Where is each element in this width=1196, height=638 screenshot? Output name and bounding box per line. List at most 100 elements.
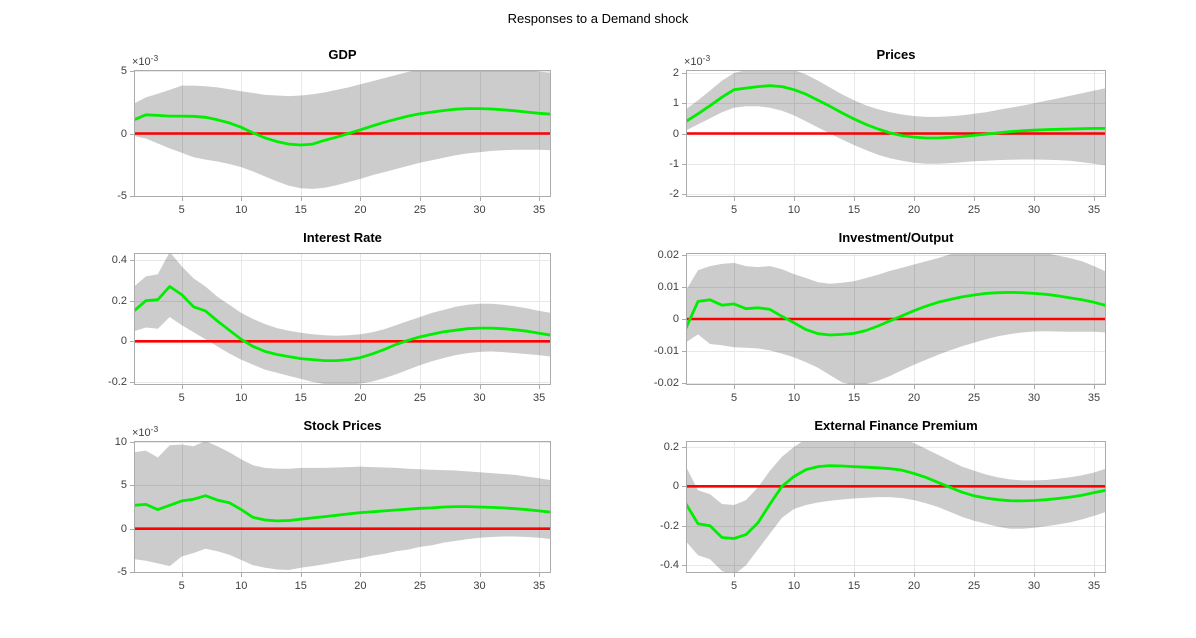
- axis-box: [134, 70, 551, 197]
- x-tick-label: 25: [967, 580, 981, 592]
- y-tick-label: 2: [672, 67, 679, 80]
- y-tick-label: -0.02: [653, 377, 679, 390]
- y-axis-exponent-label-prices: ×10-3: [684, 50, 711, 68]
- x-tick-label: 35: [532, 392, 546, 404]
- x-tick-label: 25: [413, 204, 427, 216]
- tick-marks: [130, 260, 540, 389]
- axis-box: [686, 253, 1106, 385]
- x-tick-label: 35: [1087, 204, 1101, 216]
- x-tick-label: 20: [907, 580, 921, 592]
- x-tick-label: 10: [787, 580, 801, 592]
- x-tick-label: 15: [294, 392, 307, 404]
- exponent-power: -3: [702, 53, 711, 63]
- y-tick-label: 0.4: [111, 254, 127, 267]
- y-tick-label: 0: [672, 480, 679, 493]
- confidence-band: [134, 70, 551, 189]
- x-tick-label: 15: [294, 204, 307, 216]
- axis-box: [686, 441, 1106, 573]
- x-tick-label: 20: [354, 204, 367, 216]
- y-tick-label: -0.4: [660, 559, 679, 572]
- gridlines: [686, 253, 1106, 385]
- x-tick-label: 5: [730, 392, 738, 404]
- x-tick-label: 5: [178, 392, 185, 404]
- plot-area-investment-output: [682, 253, 1106, 389]
- confidence-band: [686, 441, 1106, 573]
- y-tick-label: 0.02: [657, 248, 679, 261]
- confidence-band: [134, 253, 551, 385]
- y-tick-label: 0: [672, 313, 679, 325]
- subplot-title-prices: Prices: [876, 47, 916, 62]
- plot-area-external-finance-premium: [682, 441, 1106, 577]
- median-line: [686, 464, 1106, 540]
- plot-area-prices: [682, 70, 1106, 201]
- y-tick-label: 5: [120, 65, 127, 78]
- median-line: [134, 285, 551, 362]
- tick-marks: [682, 447, 1095, 577]
- x-tick-label: 15: [847, 580, 861, 592]
- x-tick-label: 15: [847, 392, 861, 404]
- exponent-base: ×10: [132, 427, 151, 439]
- axis-box: [686, 70, 1106, 197]
- figure-title: Responses to a Demand shock: [507, 11, 689, 26]
- y-tick-label: 0: [672, 127, 679, 140]
- tick-marks: [130, 442, 540, 577]
- y-tick-label: 0.01: [657, 280, 679, 293]
- y-tick-label: 0.2: [663, 440, 679, 453]
- x-tick-label: 25: [413, 580, 427, 592]
- x-tick-label: 30: [473, 392, 486, 404]
- x-tick-label: 25: [413, 392, 427, 404]
- y-tick-label: -1: [669, 157, 679, 170]
- y-tick-label: -2: [669, 187, 679, 200]
- x-tick-label: 30: [473, 204, 486, 216]
- median-line: [686, 291, 1106, 337]
- x-tick-label: 10: [787, 204, 801, 216]
- x-tick-label: 10: [787, 392, 801, 404]
- exponent-base: ×10: [132, 56, 151, 68]
- x-tick-label: 5: [178, 204, 185, 216]
- x-tick-label: 35: [532, 204, 546, 216]
- subplot-title-interest-rate: Interest Rate: [303, 230, 382, 245]
- y-axis-exponent-label-gdp: ×10-3: [132, 50, 159, 68]
- plot-area-interest-rate: [130, 253, 551, 389]
- y-tick-label: -0.01: [653, 345, 679, 358]
- x-tick-label: 30: [1027, 392, 1041, 404]
- y-tick-label: 0: [120, 522, 127, 535]
- x-tick-label: 10: [235, 204, 248, 216]
- median-line: [686, 84, 1106, 140]
- x-tick-label: 5: [730, 204, 738, 216]
- y-tick-label: -0.2: [660, 519, 679, 532]
- y-tick-label: -5: [117, 189, 127, 202]
- subplot-title-stock-prices: Stock Prices: [303, 418, 382, 433]
- y-tick-label: -0.2: [108, 375, 127, 388]
- axis-box: [134, 441, 551, 573]
- exponent-power: -3: [150, 53, 159, 63]
- y-tick-label: 0: [120, 335, 127, 348]
- x-tick-label: 20: [907, 392, 921, 404]
- subplot-title-investment-output: Investment/Output: [838, 230, 954, 245]
- y-tick-label: -5: [117, 566, 127, 579]
- x-tick-label: 5: [730, 580, 738, 592]
- x-tick-label: 35: [532, 580, 546, 592]
- x-tick-label: 25: [967, 204, 981, 216]
- x-tick-label: 10: [235, 580, 248, 592]
- median-line: [134, 494, 551, 523]
- tick-marks: [682, 255, 1095, 389]
- y-tick-label: 1: [672, 97, 679, 110]
- x-tick-label: 35: [1087, 580, 1101, 592]
- x-tick-label: 15: [847, 204, 861, 216]
- x-tick-label: 20: [354, 392, 367, 404]
- tick-marks: [682, 73, 1095, 201]
- x-tick-label: 20: [354, 580, 367, 592]
- y-tick-label: 10: [114, 435, 127, 448]
- x-tick-label: 30: [473, 580, 486, 592]
- x-tick-label: 5: [178, 580, 185, 592]
- confidence-band: [686, 70, 1106, 166]
- x-tick-label: 20: [907, 204, 921, 216]
- x-tick-label: 30: [1027, 580, 1041, 592]
- axis-box: [134, 253, 551, 385]
- tick-marks: [130, 71, 540, 201]
- y-tick-label: 0.2: [111, 294, 127, 307]
- y-tick-label: 0: [120, 127, 127, 140]
- x-tick-label: 30: [1027, 204, 1041, 216]
